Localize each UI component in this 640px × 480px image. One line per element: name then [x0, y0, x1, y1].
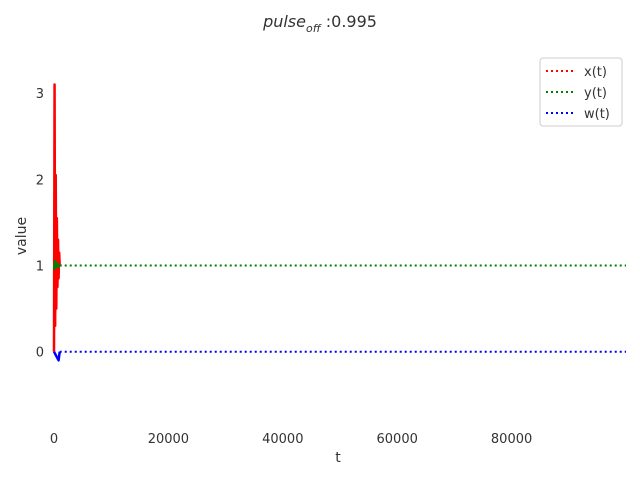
x-tick-label: 40000	[262, 432, 303, 447]
x-tick-label: 60000	[377, 432, 418, 447]
legend: x(t) y(t) w(t)	[539, 57, 623, 127]
legend-box	[539, 57, 623, 127]
y-axis-ticks: 0 1 2 3	[36, 87, 44, 361]
series-layer	[52, 83, 626, 362]
legend-label: y(t)	[584, 86, 607, 101]
series-line-wt	[52, 351, 61, 362]
x-axis-ticks: 0 20000 40000 60000 80000	[50, 432, 532, 447]
chart-title-main: pulse	[262, 12, 306, 31]
chart-title-value: :0.995	[321, 12, 377, 31]
x-tick-label: 20000	[148, 432, 189, 447]
x-tick-label: 0	[50, 432, 58, 447]
series-line-yt	[52, 259, 61, 270]
x-tick-label: 80000	[491, 432, 532, 447]
y-axis-label: value	[14, 217, 30, 255]
x-axis-label: t	[335, 450, 341, 466]
y-tick-label: 3	[36, 87, 44, 102]
legend-label: w(t)	[584, 107, 610, 122]
y-tick-label: 2	[36, 173, 44, 188]
chart-title-subscript: off	[306, 22, 322, 35]
series-line-xt	[52, 83, 61, 352]
y-tick-label: 0	[36, 346, 44, 361]
legend-label: x(t)	[584, 65, 607, 80]
chart-title: pulseoff :0.995	[262, 12, 377, 35]
y-tick-label: 1	[36, 260, 44, 275]
